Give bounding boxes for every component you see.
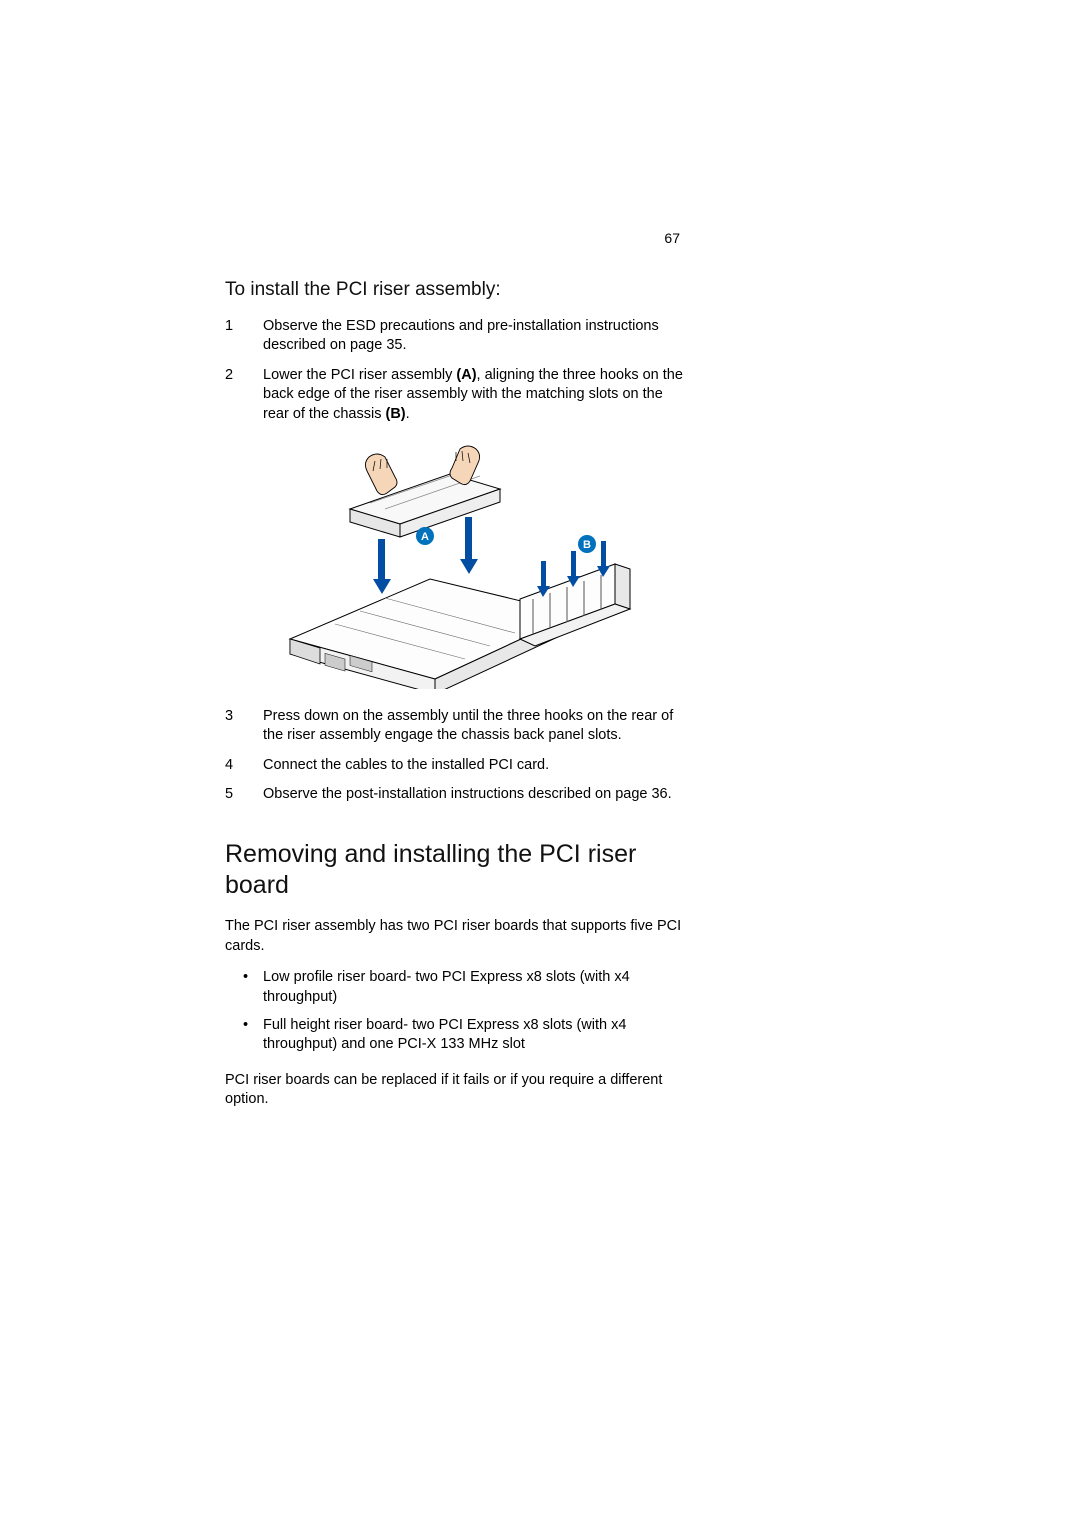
hand-left [365, 454, 397, 495]
hand-right [450, 446, 480, 485]
pci-riser-install-figure: A B [275, 439, 635, 689]
step-number: 2 [225, 366, 233, 386]
list-item: 1 Observe the ESD precautions and pre-in… [225, 317, 685, 356]
arrow-a-left [373, 539, 391, 594]
bullet-text: Low profile riser board- two PCI Express… [263, 969, 630, 1005]
document-page: 67 To install the PCI riser assembly: 1 … [0, 0, 1080, 1528]
step-number: 1 [225, 317, 233, 337]
install-steps-before-figure: 1 Observe the ESD precautions and pre-in… [225, 317, 685, 425]
step-number: 4 [225, 756, 233, 776]
step-bold-a: (A) [456, 367, 476, 383]
step-number: 3 [225, 707, 233, 727]
step-text: Observe the ESD precautions and pre-inst… [263, 318, 659, 354]
step-text: Connect the cables to the installed PCI … [263, 757, 549, 773]
section-heading-remove-install: Removing and installing the PCI riser bo… [225, 839, 685, 902]
label-b-badge: B [578, 535, 596, 553]
install-steps-after-figure: 3 Press down on the assembly until the t… [225, 707, 685, 805]
list-item: 4 Connect the cables to the installed PC… [225, 756, 685, 776]
bullet-text: Full height riser board- two PCI Express… [263, 1017, 626, 1053]
list-item: 2 Lower the PCI riser assembly (A), alig… [225, 366, 685, 425]
list-item: 5 Observe the post-installation instruct… [225, 785, 685, 805]
subsection-heading-install: To install the PCI riser assembly: [225, 278, 685, 303]
label-a-badge: A [416, 527, 434, 545]
list-item: Low profile riser board- two PCI Express… [225, 968, 685, 1007]
step-text: Press down on the assembly until the thr… [263, 708, 673, 744]
riser-board-list: Low profile riser board- two PCI Express… [225, 968, 685, 1054]
closing-paragraph: PCI riser boards can be replaced if it f… [225, 1071, 685, 1110]
step-number: 5 [225, 785, 233, 805]
step-text: Observe the post-installation instructio… [263, 786, 672, 802]
list-item: Full height riser board- two PCI Express… [225, 1016, 685, 1055]
list-item: 3 Press down on the assembly until the t… [225, 707, 685, 746]
page-content: To install the PCI riser assembly: 1 Obs… [225, 230, 685, 1122]
step-bold-b: (B) [386, 406, 406, 422]
label-b-text: B [583, 539, 591, 551]
step-text: . [406, 406, 410, 422]
arrow-a-right [460, 517, 478, 574]
step-text: Lower the PCI riser assembly [263, 367, 456, 383]
intro-paragraph: The PCI riser assembly has two PCI riser… [225, 917, 685, 956]
label-a-text: A [421, 531, 429, 543]
